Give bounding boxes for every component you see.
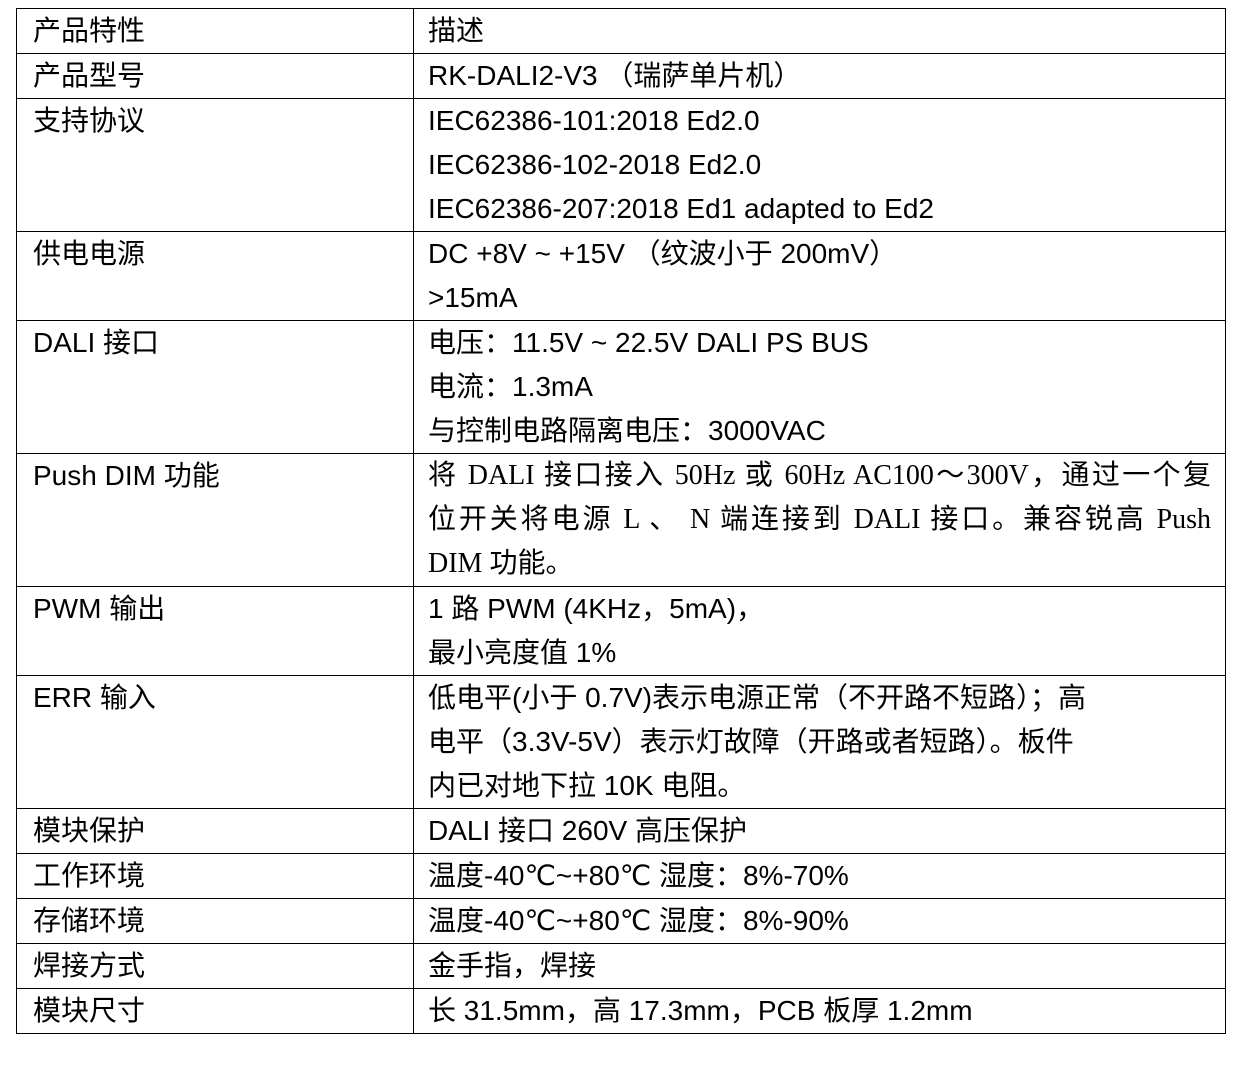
feature-cell: ERR 输入 bbox=[16, 675, 414, 809]
table-row: Push DIM 功能将 DALI 接口接入 50Hz 或 60Hz AC100… bbox=[16, 453, 1226, 587]
description-line: 电平（3.3V-5V）表示灯故障（开路或者短路）。板件 bbox=[428, 726, 1074, 757]
description-line: 低电平(小于 0.7V)表示电源正常（不开路不短路）；高 bbox=[428, 682, 1087, 713]
description-cell: IEC62386-101:2018 Ed2.0 IEC62386-102-2018… bbox=[413, 98, 1226, 232]
description-line: IEC62386-101:2018 Ed2.0 bbox=[428, 105, 760, 136]
feature-cell: 焊接方式 bbox=[16, 943, 414, 989]
description-line: RK-DALI2-V3 （瑞萨单片机） bbox=[428, 60, 802, 91]
description-cell: 低电平(小于 0.7V)表示电源正常（不开路不短路）；高 电平（3.3V-5V）表… bbox=[413, 675, 1226, 809]
description-line: 温度-40℃~+80℃ 湿度：8%-70% bbox=[428, 860, 849, 891]
description-cell: 电压：11.5V ~ 22.5V DALI PS BUS 电流：1.3mA 与控制电… bbox=[413, 320, 1226, 454]
feature-cell: 供电电源 bbox=[16, 231, 414, 321]
description-line: 内已对地下拉 10K 电阻。 bbox=[428, 770, 746, 801]
table-row: 模块保护 DALI 接口 260V 高压保护 bbox=[16, 808, 1226, 854]
feature-cell: 产品型号 bbox=[16, 53, 414, 99]
description-line: 电流：1.3mA bbox=[428, 371, 593, 402]
header-feature: 产品特性 bbox=[16, 8, 414, 54]
description-cell: DALI 接口 260V 高压保护 bbox=[413, 808, 1226, 854]
feature-cell: PWM 输出 bbox=[16, 586, 414, 676]
description-line: 长 31.5mm，高 17.3mm，PCB 板厚 1.2mm bbox=[428, 995, 973, 1026]
description-line: DALI 接口 260V 高压保护 bbox=[428, 815, 747, 846]
description-line: 温度-40℃~+80℃ 湿度：8%-90% bbox=[428, 905, 849, 936]
feature-cell: DALI 接口 bbox=[16, 320, 414, 454]
description-cell: 将 DALI 接口接入 50Hz 或 60Hz AC100～300V，通过一个复… bbox=[413, 453, 1226, 587]
description-line: 与控制电路隔离电压：3000VAC bbox=[428, 415, 826, 446]
table-row: 支持协议 IEC62386-101:2018 Ed2.0 IEC62386-102-… bbox=[16, 98, 1226, 232]
table-row: 工作环境 温度-40℃~+80℃ 湿度：8%-70% bbox=[16, 853, 1226, 899]
table-row: 焊接方式 金手指，焊接 bbox=[16, 943, 1226, 989]
feature-cell: 模块尺寸 bbox=[16, 988, 414, 1034]
description-line: >15mA bbox=[428, 282, 518, 313]
description-line: 电压：11.5V ~ 22.5V DALI PS BUS bbox=[428, 327, 869, 358]
description-line: 将 DALI 接口接入 50Hz 或 60Hz AC100～300V，通过一个复 bbox=[428, 460, 1211, 491]
description-cell: 温度-40℃~+80℃ 湿度：8%-70% bbox=[413, 853, 1226, 899]
header-description: 描述 bbox=[413, 8, 1226, 54]
description-line: IEC62386-102-2018 Ed2.0 bbox=[428, 149, 762, 180]
table-row: DALI 接口 电压：11.5V ~ 22.5V DALI PS BUS 电流：1.… bbox=[16, 320, 1226, 454]
description-line: DC +8V ~ +15V （纹波小于 200mV） bbox=[428, 238, 898, 269]
description-cell: 金手指，焊接 bbox=[413, 943, 1226, 989]
table-row: 供电电源 DC +8V ~ +15V （纹波小于 200mV） >15mA bbox=[16, 231, 1226, 321]
description-cell: 温度-40℃~+80℃ 湿度：8%-90% bbox=[413, 898, 1226, 944]
table-row: 模块尺寸长 31.5mm，高 17.3mm，PCB 板厚 1.2mm bbox=[16, 988, 1226, 1034]
description-cell: DC +8V ~ +15V （纹波小于 200mV） >15mA bbox=[413, 231, 1226, 321]
description-cell: RK-DALI2-V3 （瑞萨单片机） bbox=[413, 53, 1226, 99]
feature-cell: 存储环境 bbox=[16, 898, 414, 944]
table-row: 存储环境 温度-40℃~+80℃ 湿度：8%-90% bbox=[16, 898, 1226, 944]
description-line: 最小亮度值 1% bbox=[428, 637, 617, 668]
table-header-row: 产品特性 描述 bbox=[16, 8, 1226, 54]
description-line: 金手指，焊接 bbox=[428, 950, 597, 981]
table-row: PWM 输出 1 路 PWM (4KHz，5mA)， 最小亮度值 1% bbox=[16, 586, 1226, 676]
description-cell: 长 31.5mm，高 17.3mm，PCB 板厚 1.2mm bbox=[413, 988, 1226, 1034]
description-line: 位开关将电源 L 、 N 端连接到 DALI 接口。兼容锐高 Push bbox=[428, 504, 1211, 535]
feature-cell: Push DIM 功能 bbox=[16, 453, 414, 587]
description-line: 1 路 PWM (4KHz，5mA)， bbox=[428, 593, 765, 624]
table-row: 产品型号 RK-DALI2-V3 （瑞萨单片机） bbox=[16, 53, 1226, 99]
description-cell: 1 路 PWM (4KHz，5mA)， 最小亮度值 1% bbox=[413, 586, 1226, 676]
feature-cell: 支持协议 bbox=[16, 98, 414, 232]
description-line: IEC62386-207:2018 Ed1 adapted to Ed2 bbox=[428, 193, 934, 224]
table-row: ERR 输入 低电平(小于 0.7V)表示电源正常（不开路不短路）；高 电平（3.3… bbox=[16, 675, 1226, 809]
feature-cell: 工作环境 bbox=[16, 853, 414, 899]
feature-cell: 模块保护 bbox=[16, 808, 414, 854]
spec-table: 产品特性 描述 产品型号 RK-DALI2-V3 （瑞萨单片机） 支持协议 IEC62… bbox=[16, 8, 1226, 1034]
description-line: DIM 功能。 bbox=[428, 548, 574, 579]
